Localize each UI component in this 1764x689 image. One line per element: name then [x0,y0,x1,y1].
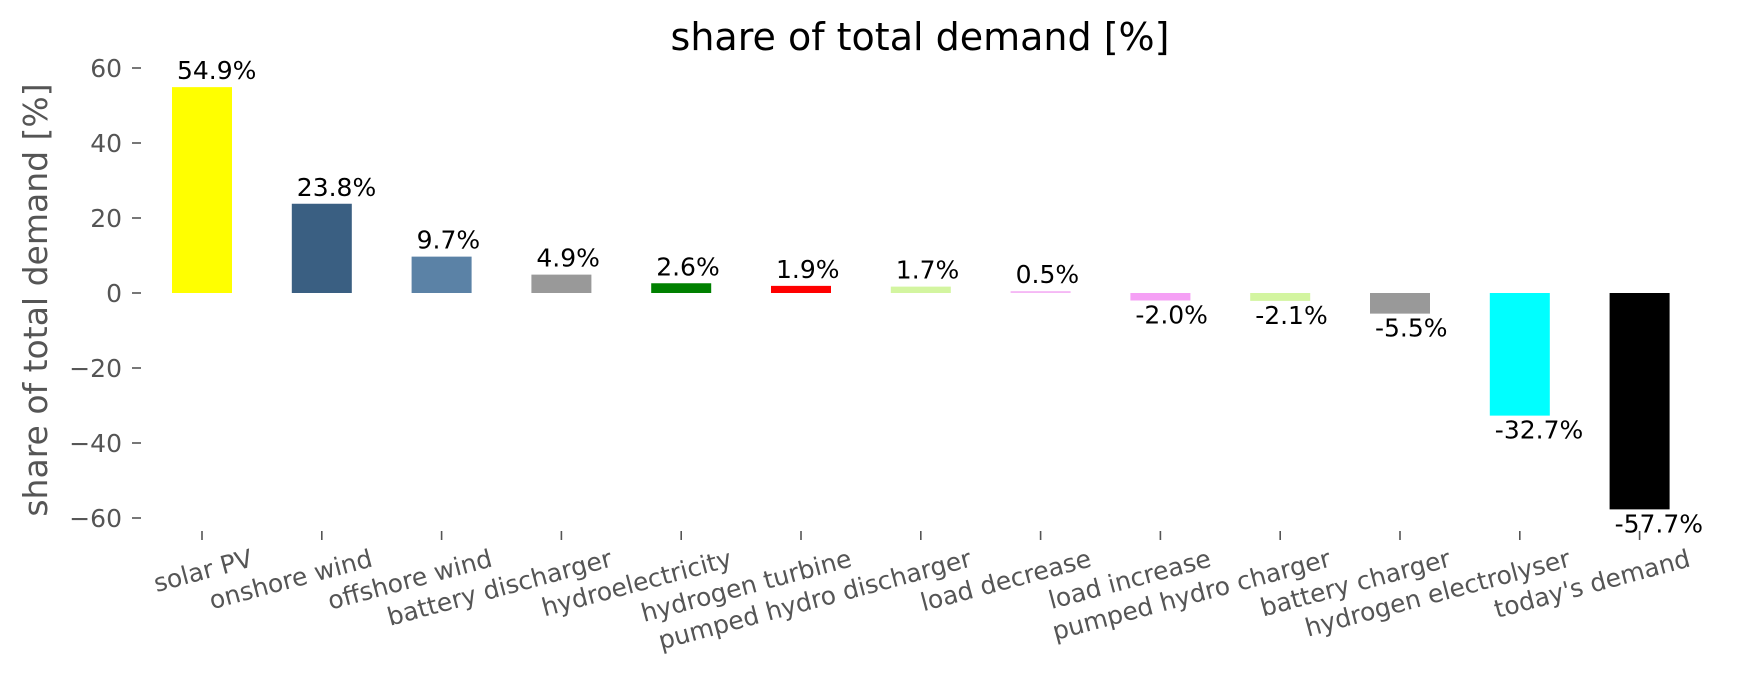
bar [531,274,592,293]
y-axis: 60 40 20 0 −20 −40 −60 [69,54,141,533]
y-tick-label: −60 [69,504,122,533]
bar [1250,293,1311,301]
data-label: 1.7% [896,256,960,285]
data-label: -2.0% [1135,301,1208,330]
data-label: -5.5% [1375,314,1448,343]
y-tick-label: −20 [69,354,122,383]
data-label: 9.7% [417,226,481,255]
bar [1489,293,1550,416]
y-axis-label: share of total demand [%] [16,83,55,516]
data-label: 1.9% [776,255,840,284]
data-label: 0.5% [1016,260,1080,289]
bar [651,283,712,293]
data-label: 4.9% [536,244,600,273]
y-tick-label: 60 [90,54,122,83]
data-label: -57.7% [1615,509,1703,538]
y-tick-label: −40 [69,429,122,458]
bar [1370,293,1430,314]
data-label: -32.7% [1495,416,1583,445]
bar [1609,293,1670,510]
bar [1010,291,1071,293]
y-tick-label: 40 [90,129,122,158]
data-label: 23.8% [297,173,376,202]
chart-title: share of total demand [%] [671,15,1170,59]
bar [411,256,472,293]
data-labels: 54.9% 23.8% 9.7% 4.9% 2.6% 1.9% 1.7% 0.5% -2.0% -… [177,56,1703,538]
y-tick-label: 20 [90,204,122,233]
data-label: 2.6% [656,252,720,281]
bar [172,87,232,293]
bars [172,87,1670,510]
bar [291,203,352,293]
data-label: -2.1% [1255,301,1328,330]
y-tick-label: 0 [106,279,122,308]
bar [890,286,951,293]
data-label: 54.9% [177,56,256,85]
bar [771,285,831,293]
bar [1130,293,1191,301]
